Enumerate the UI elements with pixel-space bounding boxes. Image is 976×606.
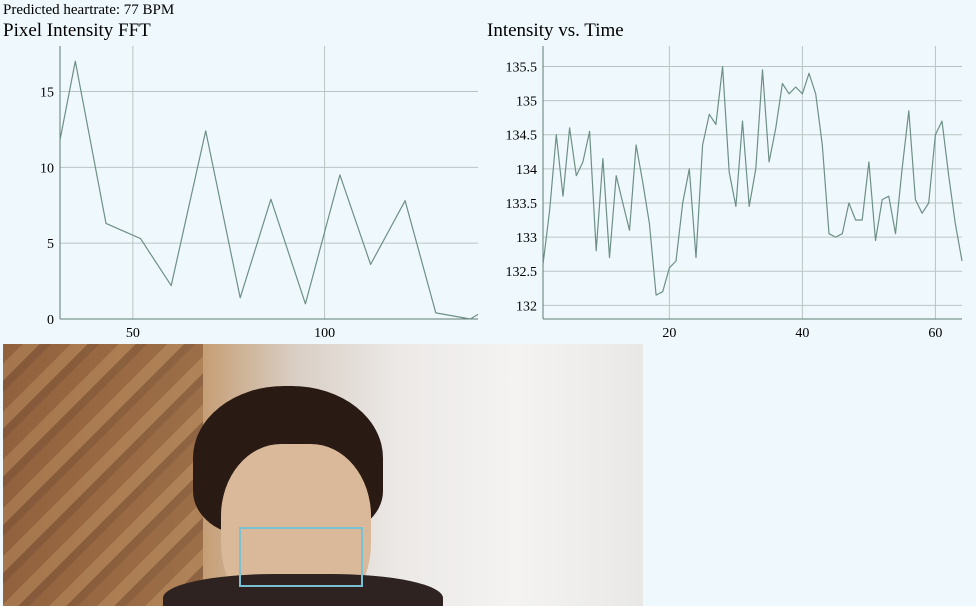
- subject-shirt: [163, 574, 443, 606]
- intensity-x-tick-label: 20: [662, 326, 676, 341]
- fft-chart-title: Pixel Intensity FFT: [3, 20, 151, 41]
- intensity-y-tick-label: 132.5: [506, 265, 538, 280]
- fft-y-tick-label: 10: [40, 161, 54, 176]
- fft-x-tick-label: 100: [314, 326, 335, 341]
- webcam-video-feed: [3, 344, 643, 606]
- fft-y-tick-label: 0: [47, 313, 54, 328]
- fft-x-tick-label: 50: [126, 326, 140, 341]
- intensity-x-tick-label: 60: [928, 326, 942, 341]
- fft-series-line: [59, 60, 479, 320]
- intensity-chart-title: Intensity vs. Time: [487, 20, 624, 41]
- fft-y-tick-label: 15: [40, 86, 54, 101]
- intensity-y-tick-label: 135: [516, 95, 537, 110]
- intensity-series-line: [542, 65, 963, 296]
- background-curtain: [3, 344, 203, 606]
- intensity-x-tick-label: 40: [795, 326, 809, 341]
- intensity-y-tick-label: 133: [516, 231, 537, 246]
- intensity-y-tick-label: 133.5: [506, 197, 538, 212]
- face-roi-box: [239, 527, 363, 587]
- heartrate-readout: Predicted heartrate: 77 BPM: [3, 2, 175, 18]
- intensity-y-tick-label: 132: [516, 299, 537, 314]
- intensity-y-tick-label: 134.5: [506, 129, 538, 144]
- fft-y-tick-label: 5: [47, 237, 54, 252]
- intensity-y-tick-label: 135.5: [506, 60, 538, 75]
- intensity-y-tick-label: 134: [516, 163, 537, 178]
